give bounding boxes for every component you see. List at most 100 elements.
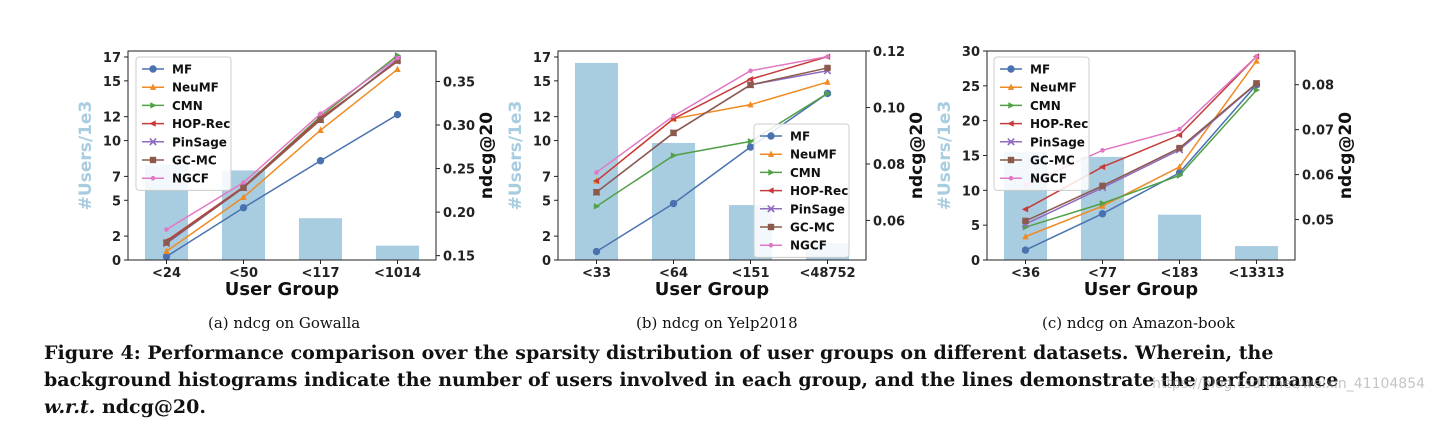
series-line-neumf (166, 68, 398, 252)
right-tick-label: 0.08 (1302, 79, 1334, 94)
y-axis-right-label: ndcg@20 (907, 112, 927, 199)
x-tick-label: <50 (229, 266, 258, 281)
series-line-cmn (596, 92, 828, 207)
right-tick-label: 0.15 (443, 250, 475, 265)
series-line-pinsage (1025, 83, 1257, 225)
series-point-gc-mc (824, 64, 831, 72)
series-point-hop-rec (1098, 163, 1106, 171)
legend-label-hop-rec: HOP-Rec (1030, 117, 1088, 131)
series-point-mf (162, 252, 171, 261)
series-point-gc-mc (317, 116, 324, 123)
series-point-mf (316, 157, 325, 165)
left-tick-label: 25 (962, 80, 980, 95)
series-point-neumf (747, 100, 754, 108)
legend-label-gc-mc: GC-MC (172, 154, 217, 168)
series-point-cmn (747, 138, 755, 145)
series-point-neumf (1022, 232, 1029, 240)
series-point-neumf (163, 247, 170, 254)
bar-3 (298, 218, 343, 260)
series-line-mf (596, 92, 828, 253)
right-tick-label: 0.07 (1302, 124, 1334, 139)
plot-frame (127, 50, 437, 261)
subcaption-a: (a) ndcg on Gowalla (208, 314, 361, 332)
legend-label-ngcf: NGCF (790, 239, 827, 253)
x-tick-label: <1014 (374, 266, 421, 281)
y-axis-left-label: #Users/1e3 (76, 101, 96, 211)
series-point-neumf (240, 193, 247, 200)
series-line-neumf (1025, 60, 1258, 238)
series-point-hop-rec (1175, 131, 1183, 139)
left-tick-label: 15 (962, 150, 980, 165)
legend: MF NeuMF CMN HOP-Rec PinSage GC-MC NGCF (753, 123, 850, 258)
series-point-ngcf (1177, 126, 1182, 132)
legend-marker-gc-mc (767, 223, 775, 231)
series-point-ngcf (748, 68, 753, 74)
right-tick-label: 0.35 (443, 75, 475, 90)
series-point-hop-rec (746, 76, 754, 83)
series-point-cmn (593, 203, 601, 210)
right-tick-label: 0.08 (873, 158, 905, 173)
left-tick-label: 12 (533, 111, 551, 126)
series-point-cmn (670, 152, 678, 159)
legend-label-pinsage: PinSage (172, 135, 227, 149)
series-point-ngcf (164, 227, 169, 232)
series-point-hop-rec (1021, 206, 1029, 213)
left-tick-label: 0 (112, 254, 121, 269)
x-axis-label: User Group (1084, 279, 1199, 300)
legend-marker-hop-rec (1007, 120, 1014, 127)
legend-label-cmn: CMN (172, 99, 203, 113)
legend-label-gc-mc: GC-MC (790, 221, 835, 235)
series-point-mf (393, 110, 402, 119)
x-tick-label: <33 (582, 266, 611, 281)
series-point-cmn (1253, 86, 1261, 94)
watermark: https://blog.csdn.net/weixin_41104854 (1152, 376, 1426, 392)
legend-label-neumf: NeuMF (1030, 81, 1077, 95)
chart-panel-2: 0 2 5 7 10 12 15 17 0.06 0.08 0.10 0.12 <33 <64 <151 <4… (506, 45, 927, 300)
x-axis-label: User Group (655, 279, 770, 300)
left-tick-label: 2 (112, 230, 121, 245)
bar-4 (375, 245, 420, 260)
legend: MF NeuMF CMN HOP-Rec PinSage GC-MC NGCF (993, 56, 1090, 191)
series-point-mf (1098, 210, 1107, 218)
series-line-cmn (1025, 89, 1258, 228)
plot-frame (986, 50, 1296, 261)
series-point-ngcf (318, 111, 323, 116)
right-tick-label: 0.06 (1302, 169, 1334, 184)
legend-marker-gc-mc (1007, 156, 1015, 164)
right-tick-label: 0.12 (873, 45, 905, 60)
series-point-gc-mc (1022, 217, 1029, 225)
chart-panel-3: 0 5 10 15 20 25 30 0.05 0.06 0.07 0.08 <36 <77 <183 <1… (935, 45, 1356, 300)
legend-label-ngcf: NGCF (1030, 172, 1067, 186)
right-tick-label: 0.20 (443, 206, 475, 221)
legend-marker-ngcf (768, 242, 774, 248)
bar-3 (1157, 214, 1202, 260)
legend-label-cmn: CMN (790, 166, 821, 180)
subcaption-b: (b) ndcg on Yelp2018 (636, 314, 798, 332)
x-tick-label: <36 (1011, 266, 1040, 281)
legend-box (993, 56, 1090, 191)
series-line-ngcf (596, 55, 828, 174)
series-point-ngcf (1100, 148, 1105, 153)
series-point-neumf (824, 78, 831, 85)
left-tick-label: 5 (542, 194, 551, 209)
legend-marker-mf (1007, 65, 1015, 73)
legend-label-pinsage: PinSage (790, 202, 845, 216)
series-point-ngcf (594, 170, 599, 175)
legend-marker-pinsage (1007, 138, 1015, 146)
series-point-ngcf (825, 54, 830, 59)
legend-label-mf: MF (1030, 63, 1050, 77)
series-point-ngcf (395, 55, 400, 61)
series-point-neumf (1253, 57, 1260, 64)
series-point-gc-mc (593, 189, 600, 196)
series-point-gc-mc (163, 239, 170, 246)
left-tick-label: 10 (103, 135, 121, 150)
x-tick-label: <48752 (799, 266, 855, 281)
x-tick-label: <64 (659, 266, 688, 281)
legend-label-mf: MF (172, 63, 192, 77)
legend-label-gc-mc: GC-MC (1030, 154, 1075, 168)
series-point-cmn (824, 90, 832, 97)
left-tick-label: 7 (542, 170, 551, 185)
series-point-ngcf (241, 180, 246, 185)
series-line-gc-mc (1025, 82, 1257, 222)
